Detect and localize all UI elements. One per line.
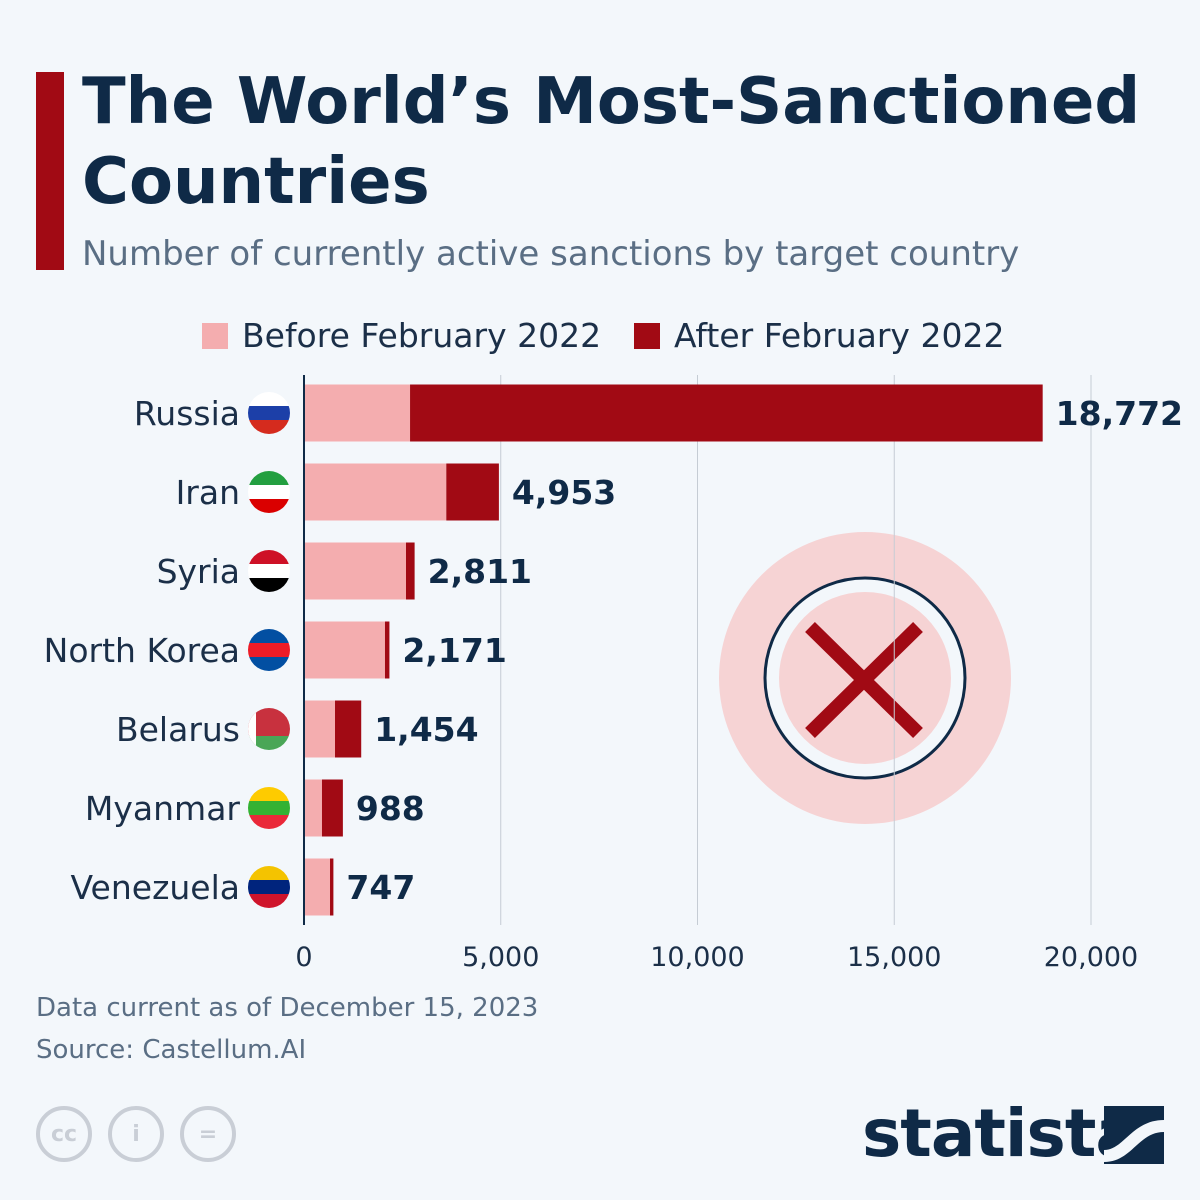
bar-before [304,700,336,758]
statista-logo[interactable]: statista [862,1095,1140,1172]
flag-stripe [248,499,290,513]
legend-label-before: Before February 2022 [242,316,602,355]
flag-stripe [248,578,290,592]
value-label: 2,811 [428,552,532,591]
bar-before [304,858,331,916]
x-tick-label: 5,000 [462,942,539,973]
category-label: Myanmar [85,789,241,828]
flag-stripe [248,406,290,420]
bar-after [384,621,390,679]
value-label: 18,772 [1056,394,1183,433]
legend-item-after: After February 2022 [634,316,1004,355]
chart-subtitle: Number of currently active sanctions by … [82,234,1020,274]
flag-stripe [248,643,290,657]
x-tick-label: 0 [295,942,312,973]
bar-before [304,542,406,600]
value-label: 988 [356,789,425,828]
flag-stripe [248,880,290,894]
flag-stripe [248,564,290,578]
belarus-flag-icon [248,708,290,750]
watermark-x-icon [805,622,923,738]
value-label: 2,171 [402,631,506,670]
attribution-icon[interactable]: i [108,1106,164,1162]
x-tick-label: 20,000 [1044,942,1138,973]
bar-after [405,542,415,600]
title-accent-bar [36,72,64,270]
category-label: North Korea [44,631,240,670]
brand-name: statista [862,1095,1140,1172]
category-label: Belarus [116,710,240,749]
flag-stripe [248,657,290,671]
source: Source: Castellum.AI [36,1035,307,1065]
legend-label-after: After February 2022 [674,316,1005,355]
bar-after [410,384,1043,442]
value-label: 4,953 [512,473,616,512]
flag-stripe [248,894,290,908]
syria-flag-icon [248,550,290,592]
legend-swatch-after [634,322,660,349]
bar-before [304,384,411,442]
bar-before [304,463,447,521]
category-label: Iran [176,473,240,512]
legend-item-before: Before February 2022 [202,316,601,355]
flag-stripe [248,866,290,880]
category-label: Russia [134,394,240,433]
bar-after [335,700,362,758]
bar-before [304,621,385,679]
no-derivatives-icon[interactable]: = [180,1106,236,1162]
myanmar-flag-icon [248,787,290,829]
venezuela-flag-icon [248,866,290,908]
legend-swatch-before [202,322,228,349]
flag-stripe [248,708,290,722]
flag-stripe [248,392,290,406]
value-label: 1,454 [374,710,478,749]
chart-title: The World’s Most-Sanctioned Countries [82,65,1141,219]
flag-stripe [248,801,290,815]
bar-after [321,779,343,837]
flag-stripe [248,550,290,564]
bar-before [304,779,322,837]
x-tick-label: 10,000 [650,942,744,973]
russia-flag-icon [248,392,290,434]
flag-stripe [248,736,290,750]
flag-stripe [248,722,290,736]
category-label: Venezuela [71,868,240,907]
value-label: 747 [346,868,415,907]
flag-stripe [248,420,290,434]
flag-stripe [248,815,290,829]
flag-stripe [248,708,256,750]
flag-stripe [248,485,290,499]
flag-stripe [248,471,290,485]
category-label: Syria [157,552,240,591]
flag-stripe [248,787,290,801]
statista-logo-icon [1104,1106,1164,1164]
flag-stripe [248,629,290,643]
north-korea-flag-icon [248,629,290,671]
x-tick-label: 15,000 [847,942,941,973]
cc-icon[interactable]: cc [36,1106,92,1162]
iran-flag-icon [248,471,290,513]
data-note: Data current as of December 15, 2023 [36,993,539,1023]
bar-chart: 0 5,000 10,000 15,000 20,000 18,772 Russia 4,95… [44,375,1183,973]
bar-after [330,858,334,916]
bar-after [446,463,499,521]
